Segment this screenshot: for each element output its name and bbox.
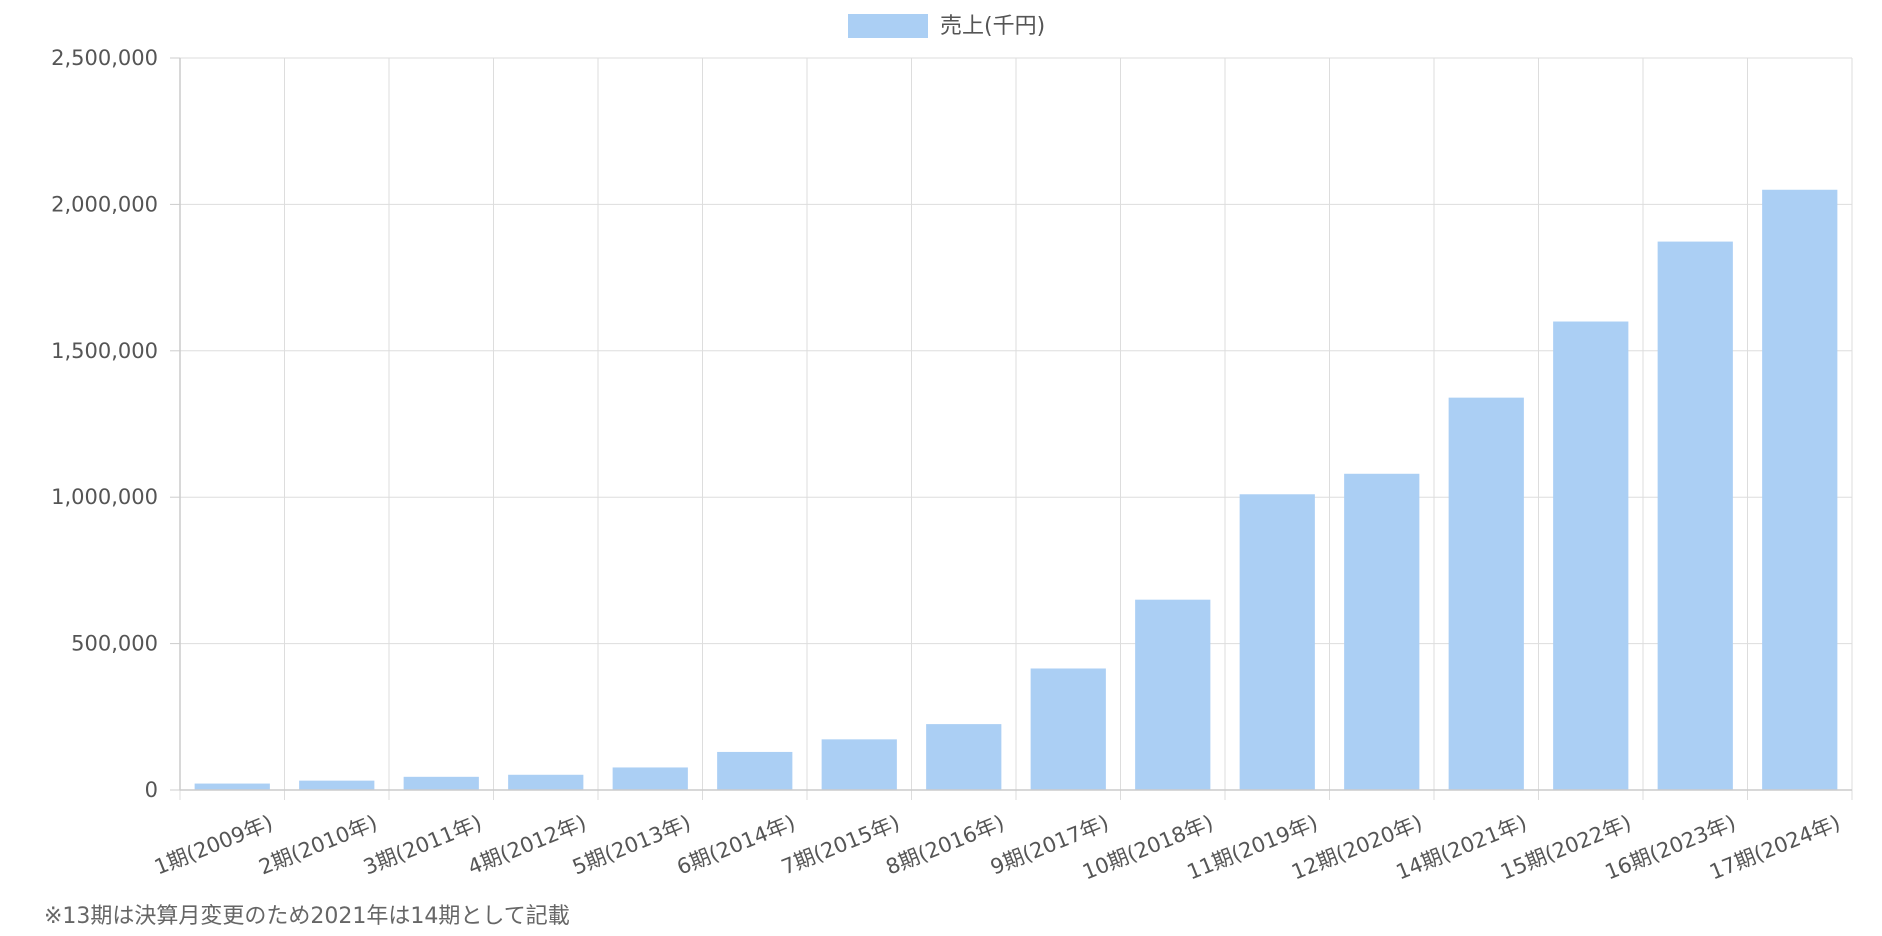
- bar[interactable]: [1762, 189, 1838, 790]
- bar[interactable]: [299, 780, 375, 790]
- axes: [170, 57, 1852, 791]
- x-tick-label: 8期(2016年): [883, 810, 1008, 879]
- bar[interactable]: [612, 767, 688, 790]
- bar[interactable]: [194, 783, 270, 790]
- grid-lines: [179, 57, 1853, 800]
- bar[interactable]: [508, 774, 584, 790]
- x-tick-label: 5期(2013年): [569, 810, 694, 879]
- footnote: ※13期は決算月変更のため2021年は14期として記載: [44, 904, 570, 929]
- y-tick-label: 500,000: [71, 632, 158, 656]
- bar[interactable]: [1657, 241, 1733, 791]
- bar[interactable]: [1135, 599, 1211, 790]
- y-tick-label: 2,000,000: [51, 192, 158, 216]
- x-tick-label: 4期(2012年): [465, 810, 590, 879]
- y-tick-label: 1,000,000: [51, 485, 158, 509]
- bar[interactable]: [717, 751, 793, 790]
- x-axis-ticks: 1期(2009年)2期(2010年)3期(2011年)4期(2012年)5期(2…: [151, 810, 1844, 884]
- bar[interactable]: [403, 776, 479, 790]
- y-tick-label: 0: [145, 778, 158, 802]
- y-tick-label: 2,500,000: [51, 46, 158, 70]
- x-tick-label: 3期(2011年): [360, 810, 485, 879]
- bar[interactable]: [1344, 473, 1420, 790]
- bar[interactable]: [926, 724, 1002, 790]
- legend[interactable]: 売上(千円): [848, 14, 1045, 39]
- legend-swatch: [848, 14, 928, 38]
- bar[interactable]: [1030, 668, 1106, 790]
- legend-label: 売上(千円): [940, 14, 1045, 39]
- bar[interactable]: [1239, 494, 1315, 790]
- y-axis-ticks: 0 500,000 1,000,000 1,500,000 2,000,000 2,500…: [51, 46, 158, 802]
- x-tick-label: 7期(2015年): [778, 810, 903, 879]
- bar[interactable]: [1448, 397, 1524, 790]
- bar[interactable]: [1553, 321, 1629, 790]
- y-tick-label: 1,500,000: [51, 339, 158, 363]
- bar[interactable]: [821, 739, 897, 790]
- x-tick-label: 2期(2010年): [256, 810, 381, 879]
- bars: [194, 189, 1838, 791]
- x-tick-label: 6期(2014年): [674, 810, 799, 879]
- x-tick-label: 1期(2009年): [151, 810, 276, 879]
